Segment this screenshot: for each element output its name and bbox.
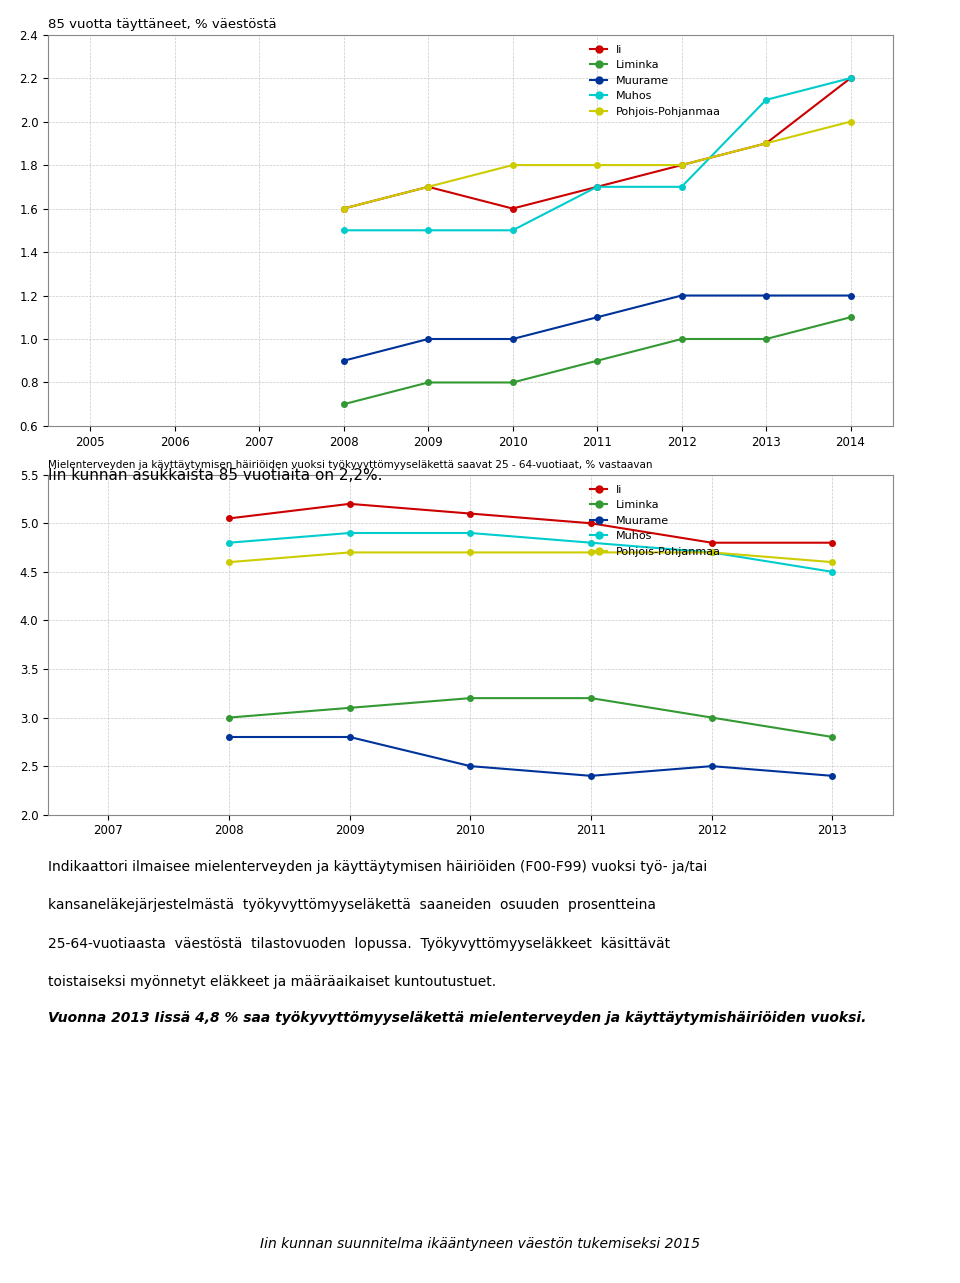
Text: Mielenterveyden ja käyttäytymisen häiriöiden vuoksi työkyvyttömyyseläkettä saava: Mielenterveyden ja käyttäytymisen häiriö… <box>48 459 653 470</box>
Text: Vuonna 2013 Iissä 4,8 % saa työkyvyttömyyseläkettä mielenterveyden ja käyttäytym: Vuonna 2013 Iissä 4,8 % saa työkyvyttömy… <box>48 1011 866 1025</box>
Text: kansaneläkejärjestelmästä  työkyvyttömyyseläkettä  saaneiden  osuuden  prosentte: kansaneläkejärjestelmästä työkyvyttömyys… <box>48 898 656 912</box>
Text: 25-64-vuotiaasta  väestöstä  tilastovuoden  lopussa.  Työkyvyttömyyseläkkeet  kä: 25-64-vuotiaasta väestöstä tilastovuoden… <box>48 937 670 951</box>
Text: Indikaattori ilmaisee mielenterveyden ja käyttäytymisen häiriöiden (F00-F99) vuo: Indikaattori ilmaisee mielenterveyden ja… <box>48 860 708 874</box>
Legend: Ii, Liminka, Muurame, Muhos, Pohjois-Pohjanmaa: Ii, Liminka, Muurame, Muhos, Pohjois-Poh… <box>586 480 725 562</box>
Text: Iin kunnan suunnitelma ikääntyneen väestön tukemiseksi 2015: Iin kunnan suunnitelma ikääntyneen väest… <box>260 1237 700 1251</box>
Legend: Ii, Liminka, Muurame, Muhos, Pohjois-Pohjanmaa: Ii, Liminka, Muurame, Muhos, Pohjois-Poh… <box>586 40 725 122</box>
Text: toistaiseksi myönnetyt eläkkeet ja määräaikaiset kuntoutustuet.: toistaiseksi myönnetyt eläkkeet ja määrä… <box>48 975 496 989</box>
Text: 85 vuotta täyttäneet, % väestöstä: 85 vuotta täyttäneet, % väestöstä <box>48 18 276 31</box>
Text: Iin kunnan asukkaista 85 vuotiaita on 2,2%.: Iin kunnan asukkaista 85 vuotiaita on 2,… <box>48 468 382 484</box>
